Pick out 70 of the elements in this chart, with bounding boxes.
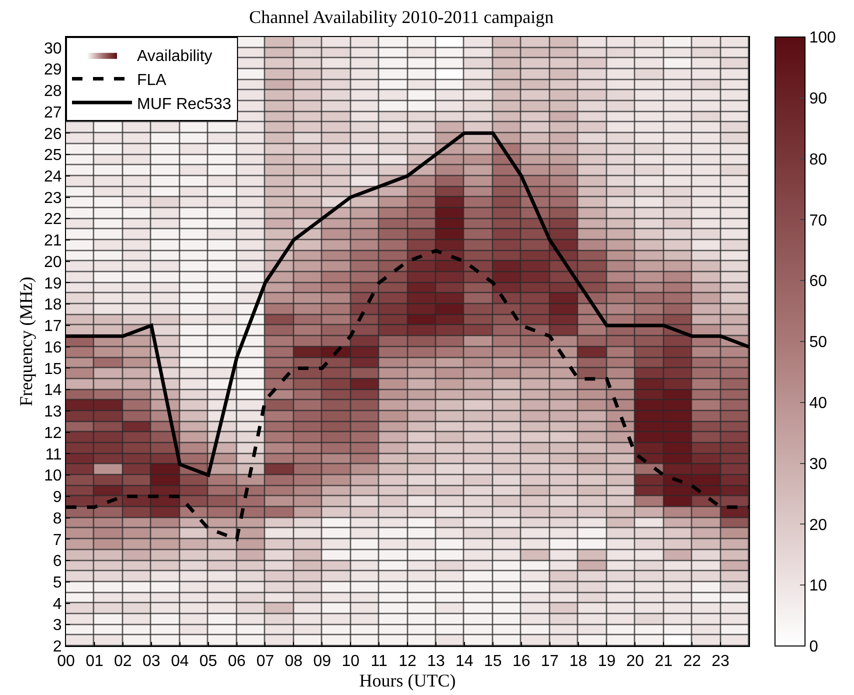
x-tick-label: 10 — [342, 653, 360, 670]
x-tick-label: 11 — [370, 653, 388, 670]
color-bar-label: 90 — [809, 90, 828, 108]
y-tick-label: 7 — [52, 532, 62, 549]
y-tick-label: 6 — [52, 553, 62, 570]
y-tick-label: 15 — [44, 360, 62, 378]
color-bar-label: 100 — [809, 30, 836, 47]
x-tick-label: 22 — [683, 653, 702, 670]
x-tick-label: 04 — [170, 653, 189, 670]
y-tick-label: 27 — [44, 104, 62, 122]
color-bar-label: 10 — [809, 578, 828, 595]
x-tick-label: 14 — [456, 653, 474, 670]
y-tick-label: 17 — [44, 318, 62, 336]
y-tick-label: 2 — [52, 638, 62, 656]
color-bar-label: 50 — [809, 334, 828, 352]
x-tick-label: 07 — [256, 653, 274, 670]
color-bar-label: 60 — [809, 273, 828, 290]
x-tick-label: 17 — [540, 653, 559, 670]
x-axis-title: Hours (UTC) — [359, 670, 456, 690]
y-tick-label: 12 — [44, 424, 62, 442]
x-tick-label: 23 — [712, 653, 730, 670]
y-tick-label: 30 — [44, 40, 62, 58]
x-tick-label: 01 — [86, 653, 104, 670]
x-tick-label: 12 — [398, 653, 416, 670]
y-tick-label: 14 — [44, 382, 62, 400]
x-tick-label: 06 — [228, 653, 246, 670]
y-tick-label: 9 — [52, 489, 62, 506]
y-tick-label: 20 — [44, 254, 62, 271]
y-tick-label: 13 — [44, 404, 62, 421]
y-tick-label: 18 — [44, 296, 62, 314]
y-tick-label: 19 — [44, 275, 62, 292]
color-bar-label: 30 — [809, 456, 828, 473]
x-tick-label: 03 — [142, 653, 160, 670]
x-tick-label: 19 — [598, 653, 616, 670]
x-tick-label: 15 — [484, 653, 502, 670]
color-bar-label: 0 — [809, 638, 818, 656]
legend-label: MUF Rec533 — [137, 96, 232, 113]
color-bar-label: 80 — [809, 151, 828, 168]
y-tick-label: 11 — [45, 446, 62, 464]
y-tick-label: 22 — [44, 211, 62, 228]
x-tick-label: 09 — [313, 653, 332, 670]
x-tick-label: 00 — [57, 653, 75, 670]
x-tick-label: 13 — [427, 653, 445, 670]
x-tick-label: 18 — [569, 653, 588, 670]
y-tick-label: 8 — [52, 510, 62, 528]
color-bar-label: 40 — [809, 395, 828, 412]
y-axis-title: Frequency (MHz) — [16, 276, 36, 406]
y-tick-label: 4 — [52, 596, 62, 613]
y-tick-label: 5 — [52, 574, 62, 592]
legend-label: Availability — [137, 48, 212, 66]
y-tick-label: 23 — [44, 190, 62, 207]
color-bar-label: 20 — [809, 516, 828, 534]
y-tick-label: 29 — [44, 62, 62, 79]
color-bar-label: 70 — [809, 212, 828, 230]
x-tick-label: 02 — [114, 653, 132, 670]
x-tick-label: 08 — [284, 653, 303, 670]
x-tick-label: 05 — [199, 653, 218, 670]
y-tick-label: 3 — [52, 617, 62, 634]
y-tick-label: 24 — [44, 168, 62, 186]
y-tick-label: 26 — [44, 126, 62, 143]
x-tick-label: 21 — [654, 653, 673, 670]
y-tick-label: 10 — [44, 468, 62, 485]
legend-label: FLA — [137, 72, 167, 89]
x-tick-label: 16 — [512, 653, 530, 670]
y-tick-label: 28 — [44, 83, 62, 100]
y-tick-label: 25 — [44, 147, 62, 164]
y-tick-label: 21 — [44, 232, 62, 250]
chart-title: Channel Availability 2010-2011 campaign — [249, 7, 554, 28]
y-tick-label: 16 — [44, 339, 62, 356]
x-tick-label: 20 — [626, 653, 644, 670]
